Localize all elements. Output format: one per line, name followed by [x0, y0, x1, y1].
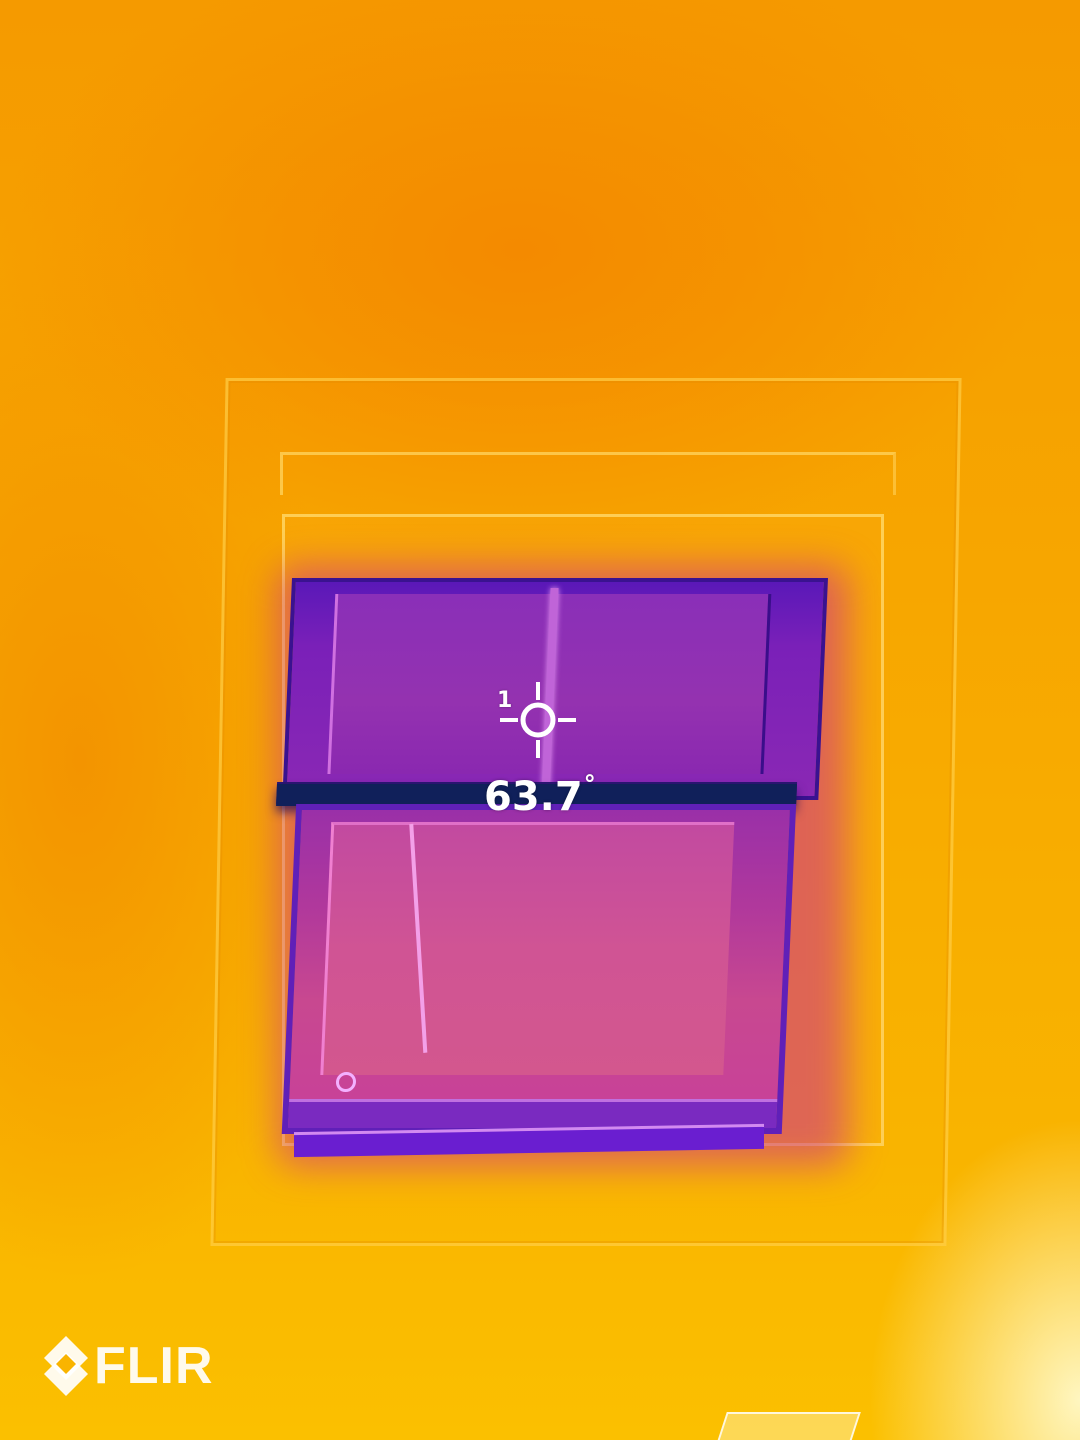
flir-logo: FLIR — [42, 1334, 214, 1398]
temperature-value: 63.7 — [484, 774, 583, 820]
lower-sash — [281, 804, 797, 1134]
spot-meter-index: 1 — [497, 688, 513, 713]
window-latch — [335, 1072, 357, 1092]
window-header-trim — [280, 452, 896, 495]
floor-object — [713, 1412, 861, 1440]
window — [267, 578, 832, 1148]
lower-sash-rail — [287, 1099, 778, 1128]
temperature-readout: 63.7° — [484, 770, 596, 820]
crosshair-icon — [500, 682, 576, 758]
logo-text: FLIR — [94, 1337, 214, 1395]
flir-diamond-icon — [44, 1336, 88, 1396]
temperature-unit: ° — [583, 770, 596, 798]
lower-glass-pane — [320, 822, 735, 1075]
